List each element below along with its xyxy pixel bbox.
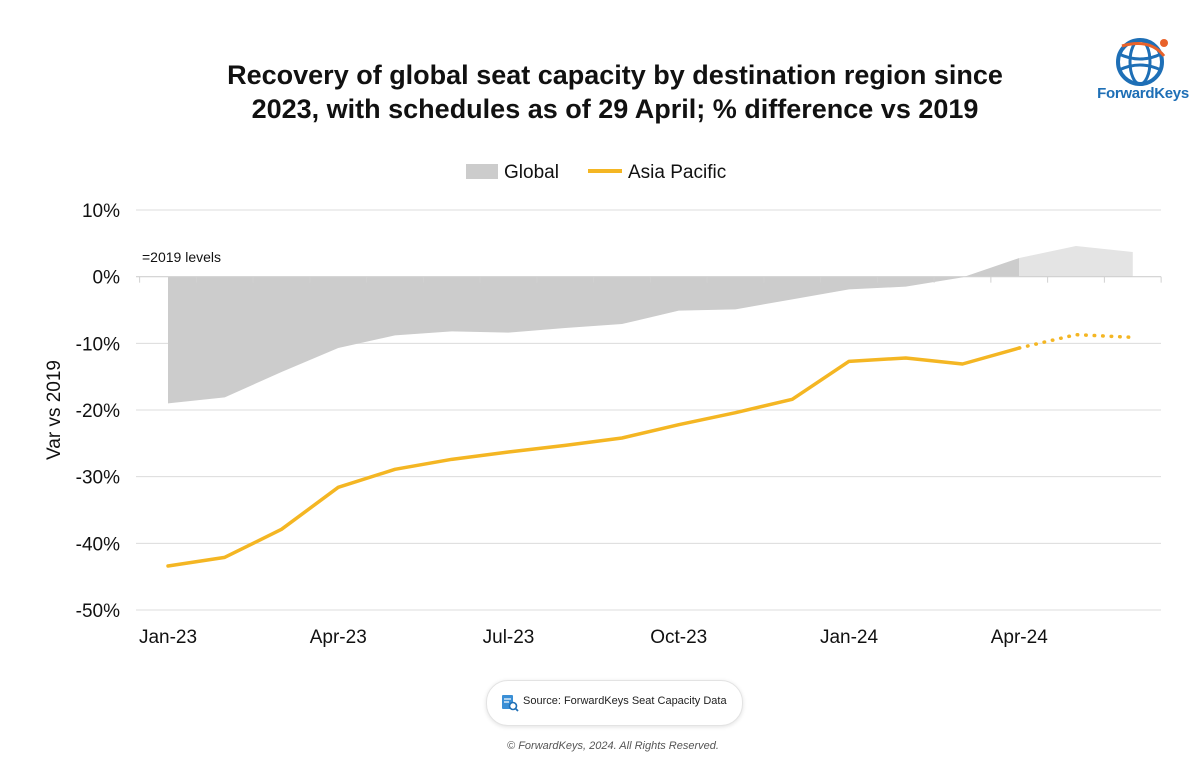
forwardkeys-globe-logo-icon bbox=[1116, 38, 1168, 86]
y-tick-label: -10% bbox=[76, 334, 120, 355]
y-tick-label: -20% bbox=[76, 401, 120, 422]
legend-label-asia-pacific: Asia Pacific bbox=[628, 162, 726, 183]
source-badge: Source: ForwardKeys Seat Capacity Data bbox=[486, 680, 743, 726]
chart-title-line-2: 2023, with schedules as of 29 April; % d… bbox=[251, 94, 979, 124]
y-tick-label: -30% bbox=[76, 468, 120, 489]
x-tick-label: Apr-24 bbox=[991, 627, 1048, 648]
asia-pacific-line-forecast bbox=[1017, 332, 1135, 350]
chart-legend: Global Asia Pacific bbox=[466, 162, 726, 183]
y-tick-label: 0% bbox=[93, 268, 121, 289]
baseline-annotation: =2019 levels bbox=[142, 249, 221, 265]
copyright: © ForwardKeys, 2024. All Rights Reserved… bbox=[507, 740, 719, 752]
source-text: Source: ForwardKeys Seat Capacity Data bbox=[523, 695, 727, 707]
y-tick-label: -40% bbox=[76, 534, 120, 555]
x-tick-label: Apr-23 bbox=[310, 627, 367, 648]
y-axis-label: Var vs 2019 bbox=[44, 360, 65, 460]
x-tick-label: Jan-23 bbox=[139, 627, 197, 648]
legend-label-global: Global bbox=[504, 162, 559, 183]
asia-pacific-line-actual bbox=[166, 346, 1021, 568]
legend-swatch-global bbox=[466, 164, 498, 179]
brand-name: ForwardKeys bbox=[1097, 85, 1189, 102]
x-tick-label: Oct-23 bbox=[650, 627, 707, 648]
document-search-icon bbox=[502, 695, 519, 712]
seat-capacity-chart: Global Asia Pacific 10% 0% -10% -20% -30% -40… bbox=[44, 162, 1162, 648]
x-tick-label: Jul-23 bbox=[483, 627, 535, 648]
chart-title: Recovery of global seat capacity by dest… bbox=[150, 58, 1080, 126]
global-area-forecast bbox=[1019, 246, 1133, 277]
global-area-actual bbox=[168, 258, 1020, 404]
y-tick-label: -50% bbox=[76, 601, 120, 622]
chart-title-line-1: Recovery of global seat capacity by dest… bbox=[227, 60, 1003, 90]
x-tick-label: Jan-24 bbox=[820, 627, 879, 648]
y-tick-label: 10% bbox=[82, 201, 120, 222]
